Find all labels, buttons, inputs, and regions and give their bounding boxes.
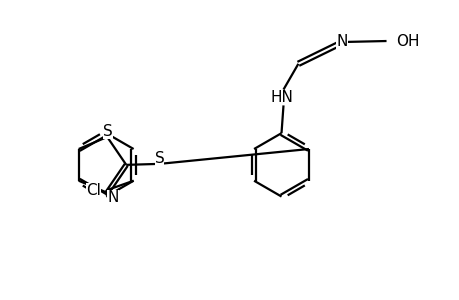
Text: S: S <box>103 124 113 139</box>
Text: N: N <box>107 190 118 205</box>
Text: OH: OH <box>396 34 419 49</box>
Text: Cl: Cl <box>86 183 101 198</box>
Text: S: S <box>154 151 164 166</box>
Text: HN: HN <box>269 90 292 105</box>
Text: N: N <box>336 34 347 49</box>
